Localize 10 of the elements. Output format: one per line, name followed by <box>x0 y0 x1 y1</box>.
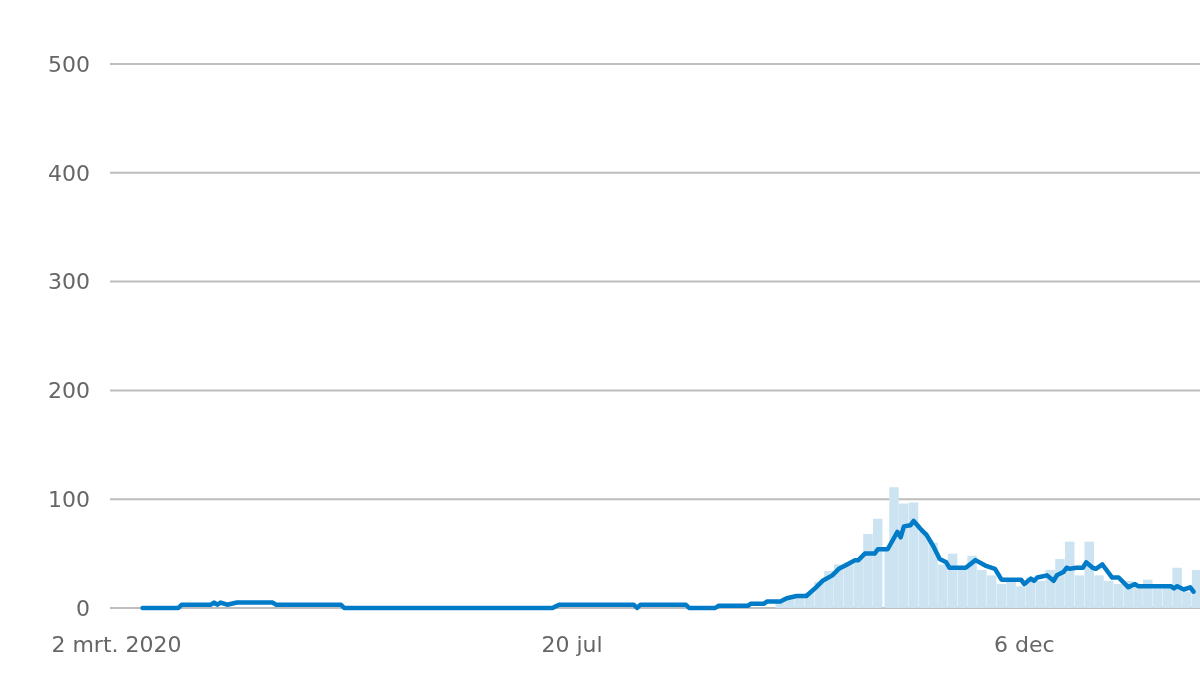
y-tick-label: 400 <box>48 160 90 186</box>
y-tick-label: 200 <box>48 378 90 404</box>
x-tick-label: 6 dec <box>994 632 1055 657</box>
x-tick-label: 20 jul <box>541 632 603 657</box>
y-tick-label: 0 <box>76 595 90 621</box>
y-tick-label: 500 <box>48 51 90 77</box>
x-tick-label: 2 mrt. 2020 <box>51 632 182 657</box>
y-tick-label: 100 <box>48 486 90 512</box>
y-tick-label: 300 <box>48 269 90 295</box>
line-series <box>140 518 1196 611</box>
